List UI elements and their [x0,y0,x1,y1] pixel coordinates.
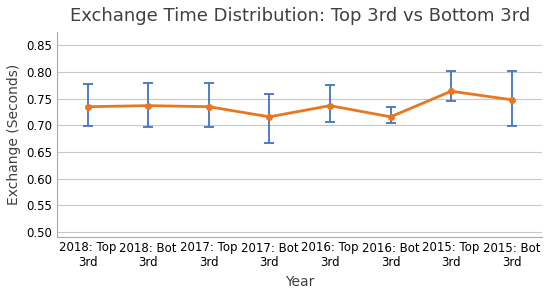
Title: Exchange Time Distribution: Top 3rd vs Bottom 3rd: Exchange Time Distribution: Top 3rd vs B… [69,7,530,25]
X-axis label: Year: Year [285,275,315,289]
Y-axis label: Exchange (Seconds): Exchange (Seconds) [7,64,21,205]
